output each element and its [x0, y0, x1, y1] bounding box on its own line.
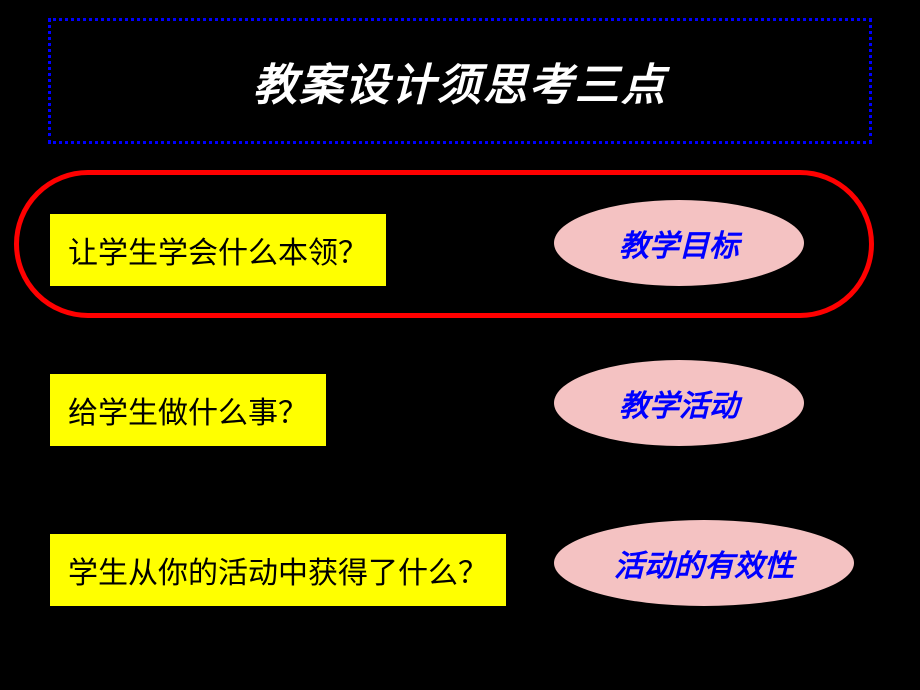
answer-ellipse-3: 活动的有效性: [554, 520, 854, 606]
page-title: 教案设计须思考三点: [253, 49, 667, 113]
question-box-3: 学生从你的活动中获得了什么？: [50, 534, 506, 606]
answer-ellipse-2: 教学活动: [554, 360, 804, 446]
title-box: 教案设计须思考三点: [48, 18, 872, 144]
question-box-1: 让学生学会什么本领？: [50, 214, 386, 286]
question-box-2: 给学生做什么事？: [50, 374, 326, 446]
row-2: 给学生做什么事？: [50, 374, 326, 446]
row-1: 让学生学会什么本领？: [50, 214, 386, 286]
row-3: 学生从你的活动中获得了什么？: [50, 534, 506, 606]
answer-ellipse-1: 教学目标: [554, 200, 804, 286]
